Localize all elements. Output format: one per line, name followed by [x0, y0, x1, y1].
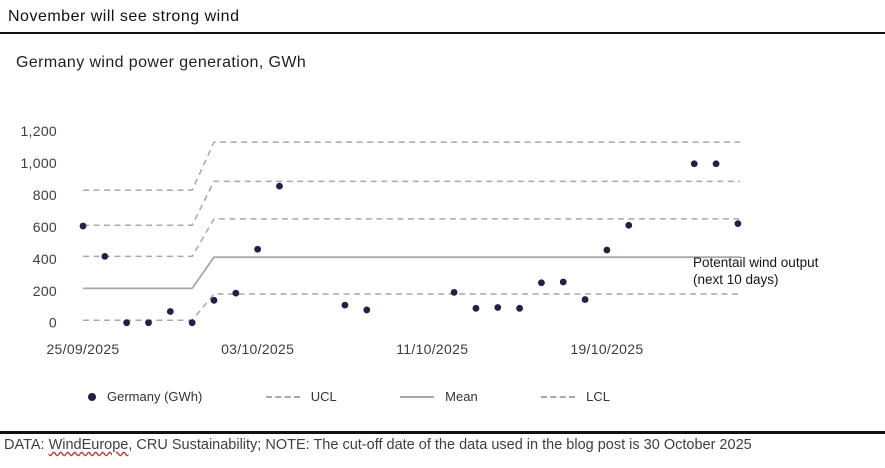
- data-point: [734, 220, 742, 228]
- y-axis-tick-label: 600: [33, 219, 57, 235]
- mean-line: [83, 256, 741, 290]
- y-axis-tick-label: 800: [33, 187, 57, 203]
- data-point: [494, 304, 502, 311]
- data-point: [690, 160, 698, 168]
- legend-item-lcl: LCL: [541, 389, 610, 404]
- y-axis-tick-label: 400: [33, 251, 57, 267]
- x-axis-tick-label: 25/09/2025: [46, 341, 119, 357]
- x-axis-tick-label: 19/10/2025: [570, 341, 643, 357]
- data-point: [166, 308, 174, 315]
- title-underline: [0, 32, 885, 34]
- ucl-line: [83, 218, 741, 258]
- annotation-line-2: (next 10 days): [693, 272, 779, 287]
- legend-item-ucl: UCL: [265, 389, 337, 404]
- data-point: [516, 304, 523, 312]
- data-point: [538, 279, 545, 287]
- data-point: [712, 160, 720, 168]
- data-point: [101, 253, 109, 260]
- source-note-misspelled-word: WindEurope: [48, 437, 129, 453]
- legend-label: UCL: [310, 389, 337, 404]
- y-axis-tick-label: 1,200: [20, 123, 57, 139]
- legend-label: Germany (GWh): [107, 389, 203, 404]
- data-point: [188, 319, 196, 327]
- mean-line-annotation: Potentail wind output (next 10 days): [693, 254, 863, 288]
- annotation-line-1: Potentail wind output: [693, 255, 819, 270]
- x-axis-tick-label: 03/10/2025: [221, 341, 294, 357]
- dot-marker-swatch: [88, 392, 96, 401]
- lcl-line: [83, 293, 741, 322]
- data-point: [341, 301, 349, 309]
- footer-divider: DATA: WindEurope, CRU Sustainability; NO…: [0, 431, 885, 453]
- data-point: [603, 246, 611, 254]
- data-point: [625, 221, 633, 229]
- legend-item-mean: Mean: [400, 389, 478, 404]
- data-point: [210, 296, 218, 304]
- dashed-line-swatch: [265, 395, 300, 398]
- data-point: [581, 296, 589, 303]
- source-note: DATA: WindEurope, CRU Sustainability; NO…: [0, 434, 885, 453]
- legend-label: LCL: [586, 389, 610, 404]
- data-point: [123, 319, 131, 327]
- page-title: November will see strong wind: [8, 8, 240, 25]
- dashed-line-swatch: [541, 395, 576, 398]
- source-note-prefix: DATA:: [4, 437, 49, 453]
- ucl-line: [83, 141, 741, 191]
- data-point: [232, 289, 240, 297]
- legend: Germany (GWh) UCL Mean LCL: [88, 389, 610, 404]
- data-point: [363, 306, 371, 314]
- ucl-line: [83, 180, 741, 227]
- source-note-rest: , CRU Sustainability; NOTE: The cut-off …: [128, 437, 752, 453]
- solid-line-swatch: [400, 395, 435, 398]
- data-point: [472, 304, 480, 312]
- x-axis-tick-label: 11/10/2025: [396, 341, 468, 357]
- data-point: [79, 222, 87, 230]
- data-point: [559, 278, 567, 286]
- data-point: [276, 182, 283, 190]
- data-point: [145, 319, 152, 327]
- y-axis-tick-label: 200: [33, 283, 57, 299]
- chart-subtitle: Germany wind power generation, GWh: [16, 54, 307, 71]
- data-point: [254, 245, 262, 253]
- legend-label: Mean: [445, 389, 478, 404]
- data-point: [450, 288, 458, 296]
- legend-item-germany: Germany (GWh): [88, 389, 202, 404]
- y-axis-tick-label: 0: [49, 315, 57, 331]
- y-axis-tick-label: 1,000: [20, 155, 57, 171]
